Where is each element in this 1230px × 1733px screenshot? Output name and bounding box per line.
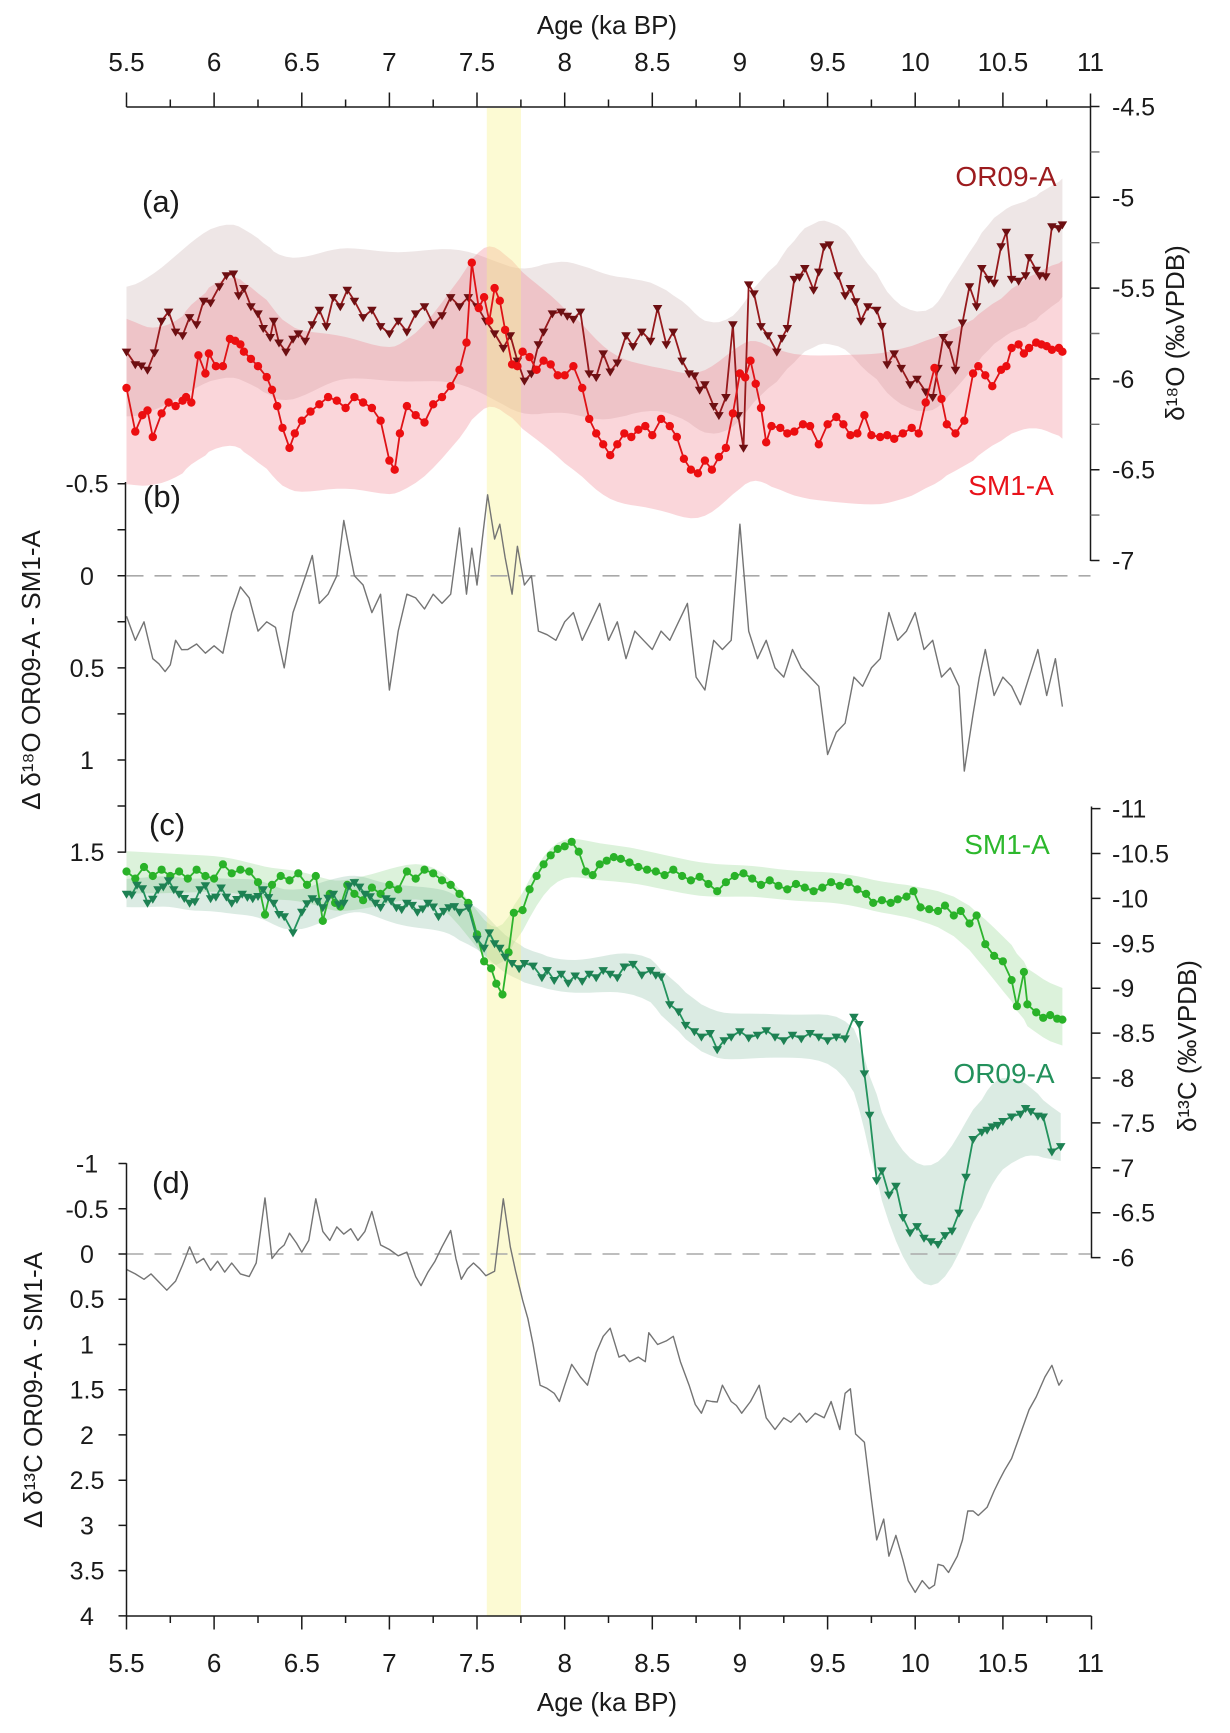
svg-text:Δ δ¹⁸O OR09-A - SM1-A: Δ δ¹⁸O OR09-A - SM1-A [16, 529, 46, 809]
svg-text:δ¹⁸O (‰VPDB): δ¹⁸O (‰VPDB) [1160, 245, 1190, 421]
svg-text:9.5: 9.5 [810, 47, 846, 77]
svg-text:OR09-A: OR09-A [953, 1058, 1054, 1089]
svg-text:-6: -6 [1112, 366, 1134, 394]
svg-text:0.5: 0.5 [70, 1286, 105, 1314]
svg-text:OR09-A: OR09-A [955, 161, 1056, 192]
svg-text:5.5: 5.5 [108, 47, 144, 77]
svg-text:0.5: 0.5 [70, 655, 105, 683]
svg-text:7.5: 7.5 [459, 1648, 495, 1678]
svg-text:8.5: 8.5 [634, 1648, 670, 1678]
svg-text:3: 3 [80, 1512, 94, 1540]
svg-text:5.5: 5.5 [108, 1648, 144, 1678]
svg-text:-4.5: -4.5 [1112, 94, 1155, 122]
svg-text:4: 4 [80, 1603, 94, 1631]
svg-text:8.5: 8.5 [634, 47, 670, 77]
svg-text:SM1-A: SM1-A [968, 470, 1054, 501]
svg-text:-10.5: -10.5 [1112, 841, 1169, 869]
svg-text:6.5: 6.5 [284, 47, 320, 77]
svg-text:6: 6 [207, 1648, 221, 1678]
svg-text:-0.5: -0.5 [65, 471, 108, 499]
svg-text:Age (ka BP): Age (ka BP) [537, 10, 677, 40]
svg-text:10.5: 10.5 [978, 47, 1029, 77]
svg-text:6.5: 6.5 [284, 1648, 320, 1678]
svg-text:(c): (c) [149, 807, 185, 842]
svg-text:(b): (b) [143, 479, 181, 514]
svg-text:-9: -9 [1112, 975, 1134, 1003]
svg-text:9: 9 [733, 47, 747, 77]
svg-text:9.5: 9.5 [810, 1648, 846, 1678]
svg-text:3.5: 3.5 [70, 1558, 105, 1586]
svg-text:2: 2 [80, 1422, 94, 1450]
svg-text:10.5: 10.5 [978, 1648, 1029, 1678]
svg-text:-5.5: -5.5 [1112, 275, 1155, 303]
svg-text:-7.5: -7.5 [1112, 1110, 1155, 1138]
svg-text:11: 11 [1077, 47, 1104, 77]
svg-text:-8.5: -8.5 [1112, 1020, 1155, 1048]
svg-text:-11: -11 [1112, 796, 1146, 824]
svg-text:7.5: 7.5 [459, 47, 495, 77]
svg-text:-8: -8 [1112, 1065, 1134, 1093]
svg-text:-1: -1 [76, 1151, 98, 1179]
svg-text:Δ δ¹³C OR09-A - SM1-A: Δ δ¹³C OR09-A - SM1-A [18, 1251, 48, 1528]
svg-text:0: 0 [80, 1241, 94, 1269]
svg-text:1.5: 1.5 [70, 1377, 105, 1405]
svg-text:10: 10 [901, 47, 930, 77]
svg-text:SM1-A: SM1-A [964, 829, 1050, 860]
svg-text:8: 8 [557, 1648, 571, 1678]
svg-text:-6.5: -6.5 [1112, 457, 1155, 485]
svg-text:-7: -7 [1112, 1155, 1134, 1183]
svg-text:-0.5: -0.5 [65, 1196, 108, 1224]
svg-text:11: 11 [1077, 1648, 1104, 1678]
svg-text:7: 7 [382, 1648, 396, 1678]
svg-text:10: 10 [901, 1648, 930, 1678]
svg-text:1: 1 [80, 747, 94, 775]
svg-text:1.5: 1.5 [70, 839, 105, 867]
svg-text:6: 6 [207, 47, 221, 77]
svg-text:-6.5: -6.5 [1112, 1200, 1155, 1228]
svg-text:-9.5: -9.5 [1112, 930, 1155, 958]
svg-text:(a): (a) [142, 184, 180, 219]
svg-text:-7: -7 [1112, 548, 1134, 576]
svg-text:-6: -6 [1112, 1245, 1134, 1273]
svg-text:9: 9 [733, 1648, 747, 1678]
svg-text:-5: -5 [1112, 184, 1134, 212]
svg-text:0: 0 [80, 563, 94, 591]
svg-text:1: 1 [80, 1332, 94, 1360]
svg-text:(d): (d) [152, 1165, 190, 1200]
svg-text:2.5: 2.5 [70, 1467, 105, 1495]
svg-text:7: 7 [382, 47, 396, 77]
svg-text:8: 8 [557, 47, 571, 77]
svg-text:δ¹³C (‰VPDB): δ¹³C (‰VPDB) [1172, 960, 1202, 1132]
svg-text:-10: -10 [1112, 885, 1148, 913]
svg-text:Age (ka BP): Age (ka BP) [537, 1687, 677, 1717]
